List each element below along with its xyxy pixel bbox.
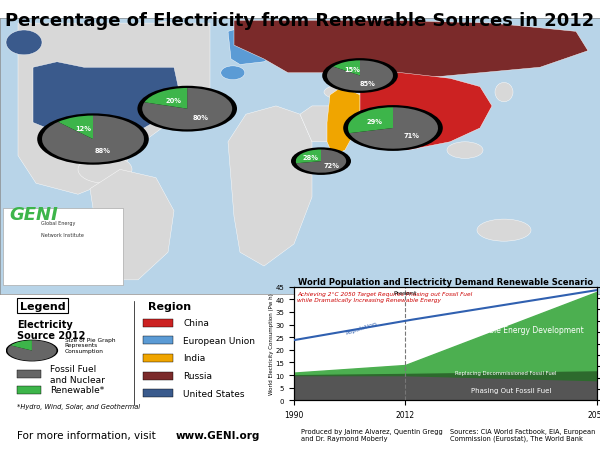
Text: Phasing Out Fossil Fuel: Phasing Out Fossil Fuel [471,388,551,394]
Wedge shape [145,89,187,109]
Polygon shape [300,106,354,143]
Wedge shape [348,108,393,134]
Polygon shape [33,63,180,137]
Wedge shape [349,108,438,150]
Wedge shape [42,116,144,163]
Text: 20%: 20% [166,98,181,104]
Text: Present: Present [394,290,417,295]
Text: Percentage of Electricity from Renewable Sources in 2012: Percentage of Electricity from Renewable… [5,12,595,30]
Text: Legend: Legend [20,301,65,311]
Text: India: India [184,354,206,363]
Circle shape [37,114,149,165]
Text: 15%: 15% [344,66,360,72]
Ellipse shape [495,83,513,102]
Text: Achieving 2°C 2050 Target Requires Phasing out Fossil Fuel
while Dramatically In: Achieving 2°C 2050 Target Requires Phasi… [297,292,472,302]
Text: Network Institute: Network Institute [41,232,83,237]
Wedge shape [142,89,232,130]
Text: Renewable*: Renewable* [50,385,104,394]
Circle shape [291,148,351,175]
Circle shape [322,59,398,94]
Wedge shape [296,150,346,173]
Text: Produced by Jaime Alvarez, Quentin Gregg
and Dr. Raymond Moberly: Produced by Jaime Alvarez, Quentin Gregg… [301,428,443,441]
Circle shape [137,87,237,132]
Text: Size of Pie Graph
Represents
Consumption: Size of Pie Graph Represents Consumption [65,337,115,353]
Bar [143,372,173,380]
Bar [143,389,173,397]
Text: For more information, visit: For more information, visit [17,430,159,440]
Text: 29%: 29% [367,119,383,125]
Polygon shape [327,88,360,156]
Text: Population: Population [344,321,377,336]
Text: Sources: CIA World Factbook, EIA, European
Commission (Eurostat), The World Bank: Sources: CIA World Factbook, EIA, Europe… [451,428,596,442]
Polygon shape [228,24,282,65]
Bar [143,337,173,344]
Text: Region: Region [148,301,191,311]
Text: United States: United States [184,389,245,398]
Bar [143,354,173,362]
Wedge shape [327,61,393,92]
Wedge shape [334,61,360,76]
Ellipse shape [149,23,182,50]
Text: 28%: 28% [303,155,319,161]
Text: Global Energy: Global Energy [41,221,75,226]
Ellipse shape [6,31,42,56]
Text: European Union: European Union [184,336,256,345]
Circle shape [6,340,58,362]
Text: Replacing Decommissioned Fossil Fuel: Replacing Decommissioned Fossil Fuel [455,370,557,375]
Circle shape [343,106,443,151]
Text: Fossil Fuel
and Nuclear: Fossil Fuel and Nuclear [50,364,104,384]
Ellipse shape [447,143,483,159]
Polygon shape [360,74,492,151]
Y-axis label: World Electricity Consumption (Pw h): World Electricity Consumption (Pw h) [269,293,274,394]
Bar [17,386,41,394]
Wedge shape [58,116,93,140]
Ellipse shape [477,219,531,242]
Text: www.GENI.org: www.GENI.org [175,430,260,440]
Text: 85%: 85% [360,81,376,87]
Title: World Population and Electricity Demand Renewable Scenario: World Population and Electricity Demand … [298,277,593,286]
Polygon shape [90,170,174,280]
Text: 80%: 80% [193,115,209,121]
Text: 88%: 88% [95,148,111,154]
FancyBboxPatch shape [3,209,123,286]
Ellipse shape [324,83,396,102]
Bar [143,319,173,327]
Text: 12%: 12% [75,125,91,131]
Wedge shape [296,150,321,164]
Polygon shape [18,24,210,195]
Polygon shape [228,106,312,266]
Text: China: China [184,319,209,327]
Polygon shape [234,21,588,79]
Bar [17,370,41,378]
Ellipse shape [236,32,251,44]
Text: 71%: 71% [403,132,419,138]
Text: *Hydro, Wind, Solar, and Geothermal: *Hydro, Wind, Solar, and Geothermal [17,403,140,409]
Text: Russia: Russia [184,371,212,380]
Text: Renewable Energy Development: Renewable Energy Development [459,325,584,334]
Text: 72%: 72% [323,163,339,169]
Wedge shape [11,341,32,351]
Text: Electricity
Source 2012: Electricity Source 2012 [17,319,85,341]
Ellipse shape [221,67,245,81]
Ellipse shape [78,156,132,184]
Text: GENI: GENI [9,206,58,224]
Wedge shape [7,341,56,361]
